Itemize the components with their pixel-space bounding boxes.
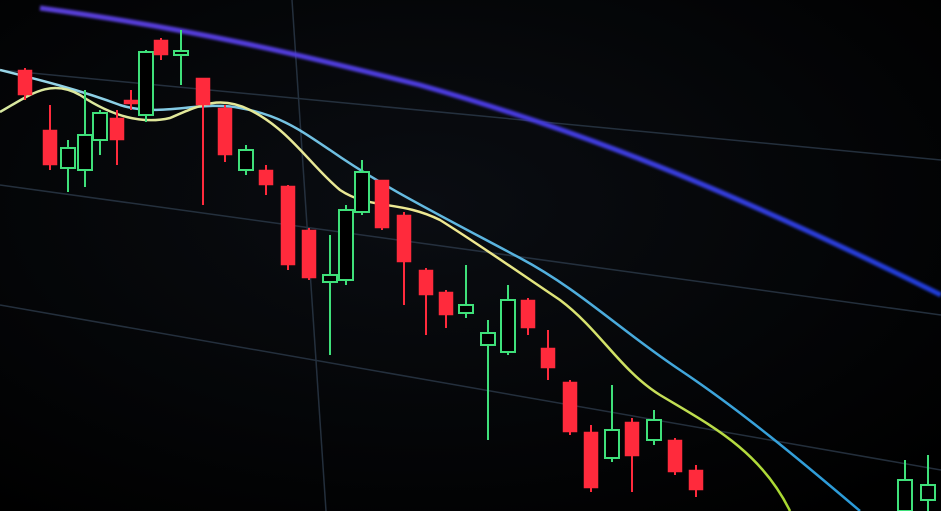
moving-average-line (0, 68, 861, 511)
moving-average-line (39, 5, 941, 298)
candle-body (562, 381, 578, 433)
candle-body (540, 347, 556, 369)
candle-body (688, 469, 704, 491)
candle-body (667, 439, 683, 473)
candle-body (500, 299, 516, 353)
candle-body (897, 479, 913, 511)
candle-body (604, 429, 620, 459)
candle-body (280, 185, 296, 266)
candle-body (42, 129, 58, 166)
candle-body (480, 332, 496, 346)
candle-body (646, 419, 662, 441)
candle-body (238, 149, 254, 171)
candle-body (624, 421, 640, 457)
candle-body (583, 431, 599, 489)
candle-body (153, 39, 169, 56)
candle-body (217, 107, 233, 156)
candle-body (322, 274, 338, 283)
candle-body (301, 229, 317, 279)
grid-line (0, 184, 941, 316)
candle-body (123, 99, 139, 105)
grid-line (0, 69, 941, 161)
candle-body (920, 484, 936, 501)
candles (17, 30, 936, 511)
candle-body (418, 269, 434, 296)
candle-body (520, 299, 536, 329)
candle-body (173, 50, 189, 56)
candle-body (396, 214, 412, 263)
candle-body (258, 169, 274, 186)
candle-body (60, 147, 76, 169)
candle-body (354, 171, 370, 213)
candle-body (92, 112, 108, 141)
candle-body (438, 291, 454, 316)
candle-body (458, 304, 474, 314)
candle-body (338, 209, 354, 281)
candle-body (77, 134, 93, 171)
candle-body (17, 69, 33, 96)
candle-body (109, 117, 125, 141)
candle-body (195, 77, 211, 106)
grid-line (0, 304, 941, 471)
candle-body (138, 51, 154, 116)
candle-body (374, 179, 390, 229)
